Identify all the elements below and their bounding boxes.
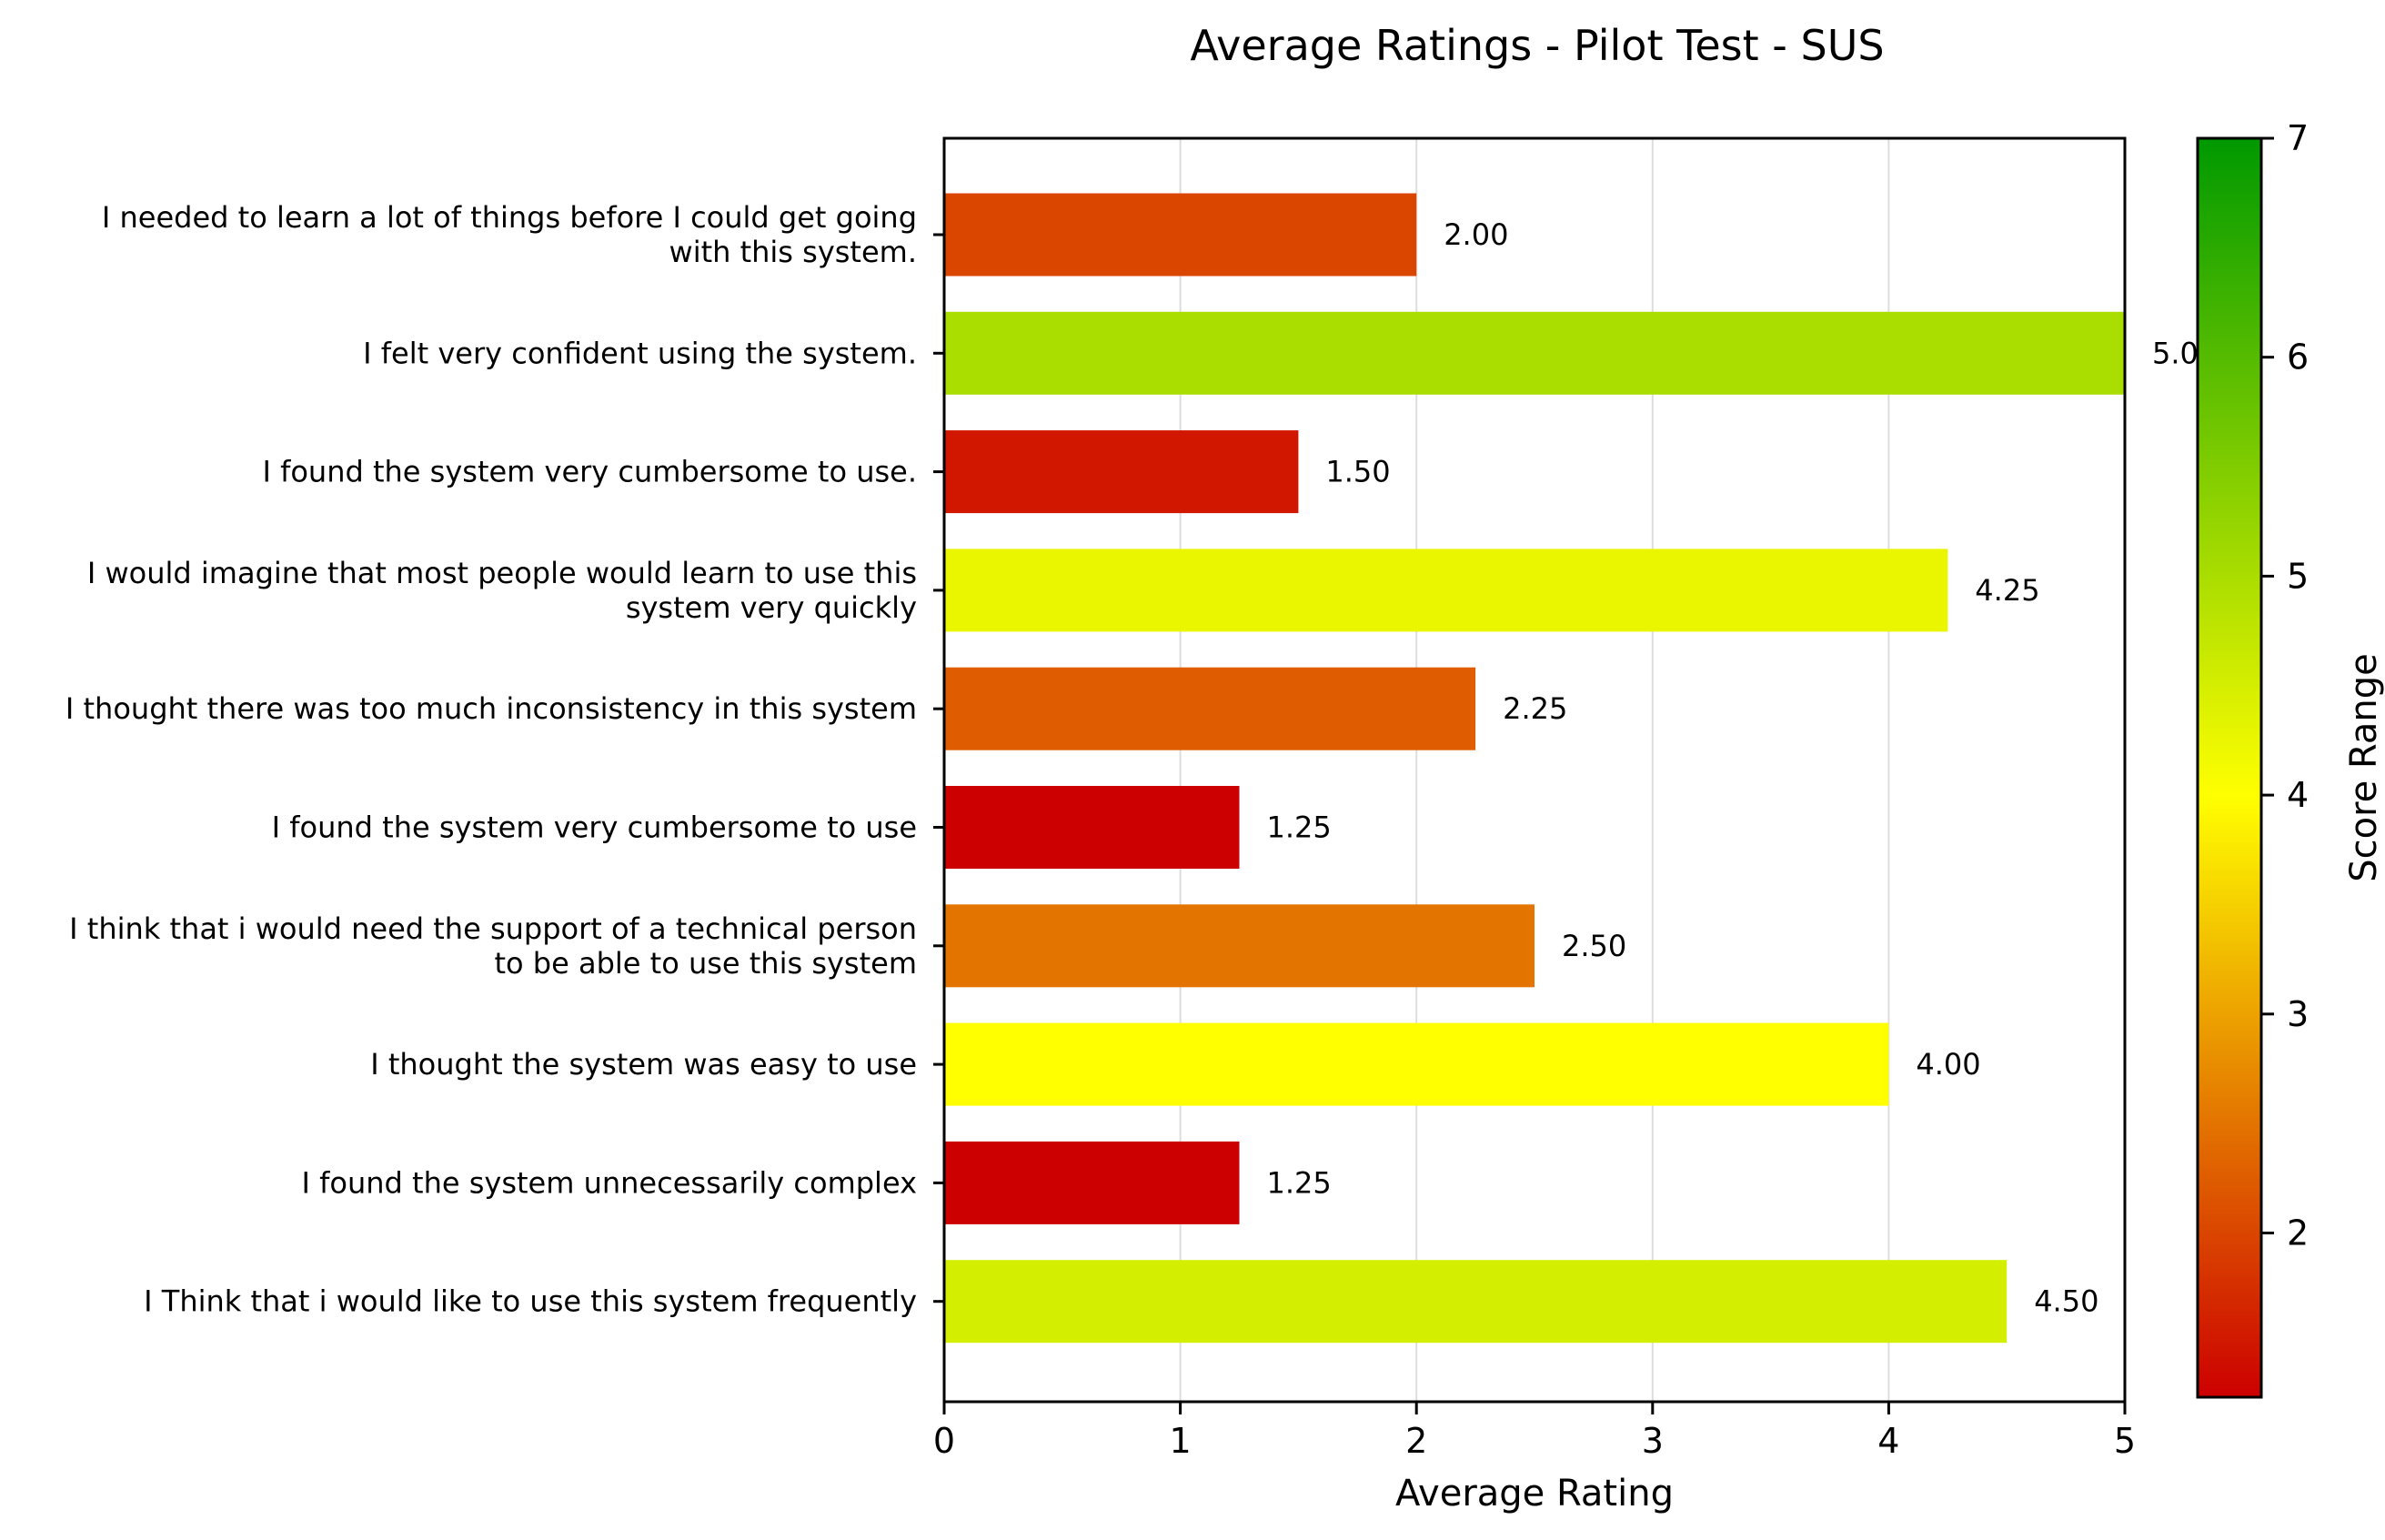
bar [944,786,1240,869]
colorbar-tick-label: 7 [2287,118,2309,158]
colorbar-tick-label: 3 [2287,994,2309,1034]
x-tick-label: 4 [1877,1421,1899,1461]
category-label: I found the system very cumbersome to us… [272,810,917,845]
category-label: I think that i would need the support of… [69,911,917,981]
chart-title: Average Ratings - Pilot Test - SUS [1190,21,1884,70]
category-label: I thought the system was easy to use [370,1047,917,1082]
bar [944,1260,2008,1344]
x-axis-ticks: 0 1 2 3 4 5 [933,1402,2136,1461]
bar-value-label: 4.25 [1975,573,2039,608]
colorbar-label: Score Range [2343,653,2385,882]
category-label: I found the system very cumbersome to us… [262,455,917,489]
plot-frame [942,136,2127,1404]
bars-layer [944,193,2125,1344]
bar-value-label: 2.50 [1562,929,1626,963]
bar [944,193,1417,277]
value-labels: 2.00 5.0 1.50 4.25 2.25 1.25 2.50 4.00 1.25 4.50 [1267,217,2199,1319]
bar-value-label: 4.00 [1916,1047,1980,1082]
colorbar-tick-label: 2 [2287,1213,2309,1253]
bar-value-label: 1.25 [1267,810,1332,845]
colorbar-tick-label: 6 [2287,337,2309,377]
colorbar-tick-label: 5 [2287,556,2309,596]
category-label: I thought there was too much inconsisten… [65,691,917,726]
bar-value-label: 1.25 [1267,1165,1332,1200]
category-label: I felt very confident using the system. [363,336,917,370]
colorbar [2196,136,2263,1399]
bar [944,430,1299,514]
x-tick-label: 5 [2114,1421,2136,1461]
bar [944,1141,1240,1224]
category-label: I would imagine that most people would l… [87,556,917,625]
x-tick-label: 2 [1405,1421,1427,1461]
bar-value-label: 4.50 [2034,1284,2098,1319]
bar-value-label: 2.25 [1503,691,1567,726]
category-label: I found the system unnecessarily complex [302,1165,917,1200]
bar-value-label: 2.00 [1444,217,1508,252]
category-label: I Think that i would like to use this sy… [144,1284,917,1319]
colorbar-tick-label: 4 [2287,775,2309,815]
bar [944,311,2125,395]
colorbar-ticks: 2 3 4 5 6 7 [2261,118,2309,1253]
bar [944,904,1535,988]
bar [944,667,1476,750]
bar [944,1022,1889,1106]
bar-value-label: 1.50 [1325,455,1390,489]
category-labels: I needed to learn a lot of things before… [65,200,944,1319]
x-tick-label: 1 [1170,1421,1192,1461]
x-tick-label: 0 [933,1421,955,1461]
bar [944,549,1948,632]
x-tick-label: 3 [1642,1421,1664,1461]
x-axis-label: Average Rating [1395,1473,1674,1515]
category-label: I needed to learn a lot of things before… [102,200,917,269]
bar-value-label: 5.0 [2152,336,2199,370]
